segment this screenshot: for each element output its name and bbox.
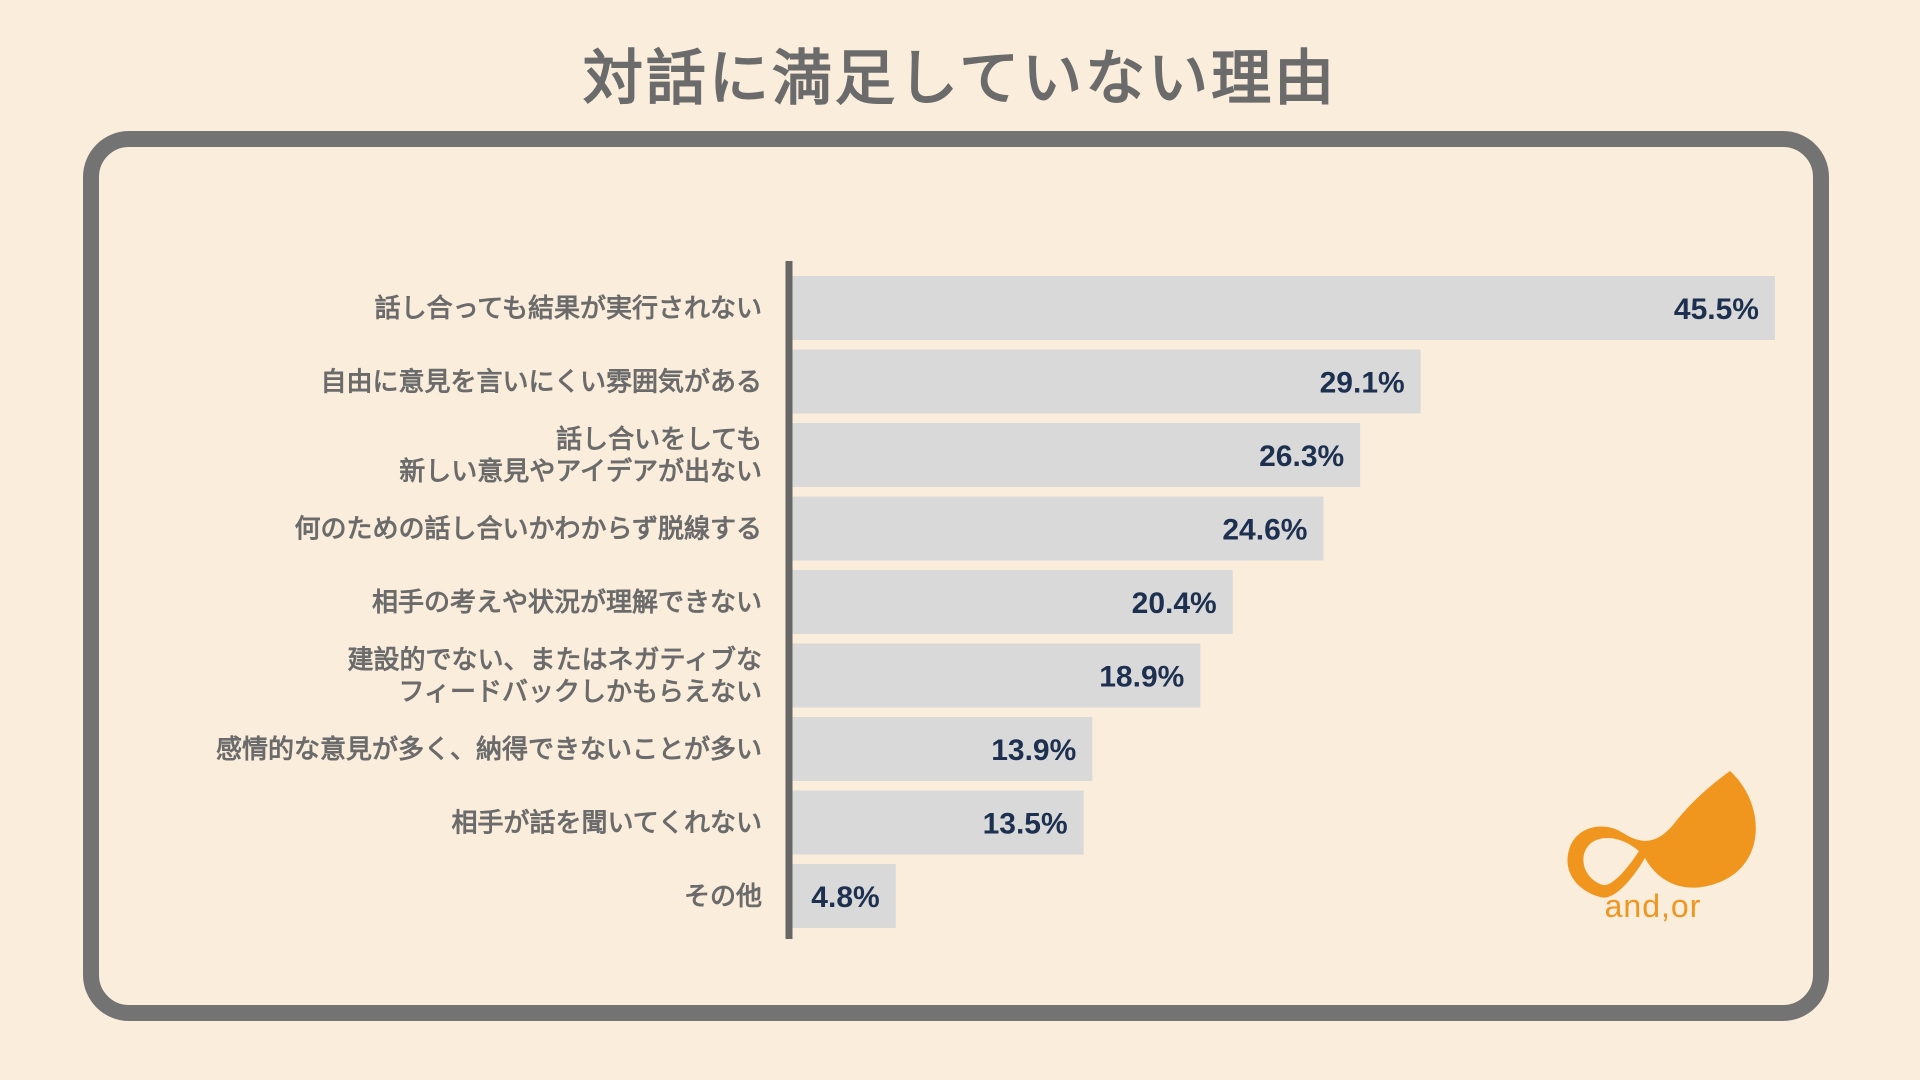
category-label-2: 自由に意見を言いにくい雰囲気がある [321,367,762,398]
category-label-6: 建設的でない、またはネガティブなフィードバックしかもらえない [348,645,762,708]
bar-6 [792,643,1201,708]
bar-value-label-3: 26.3% [1259,440,1344,473]
bar-value-label-6: 18.9% [1099,661,1184,694]
bar-value-label-2: 29.1% [1320,367,1405,400]
logo-mark-icon [1567,771,1756,898]
category-label-7: 感情的な意見が多く、納得できないことが多い [216,734,762,765]
logo-text: and,or [1605,888,1702,924]
bar-5 [792,570,1233,634]
bar-value-label-7: 13.9% [991,734,1076,767]
category-label-8: 相手が話を聞いてくれない [452,808,762,839]
category-label-line: 話し合いをしても [556,424,762,455]
category-label-5: 相手の考えや状況が理解できない [372,587,762,618]
category-label-line: 新しい意見やアイデアが出ない [399,456,762,487]
category-label-line: 相手の考えや状況が理解できない [372,587,762,618]
bar-value-label-1: 45.5% [1674,293,1759,326]
bar-2 [792,349,1421,414]
bar-value-label-4: 24.6% [1222,514,1307,547]
bar-4 [792,496,1324,561]
andor-logo: and,or [1567,771,1756,924]
bar-7 [792,717,1093,781]
category-label-1: 話し合っても結果が実行されない [375,293,762,324]
bar-value-label-8: 13.5% [983,808,1068,841]
bar-8 [792,790,1084,855]
category-label-9: その他 [684,882,762,912]
bar-1 [792,276,1775,340]
chart-frame [83,131,1829,1021]
bar-value-label-5: 20.4% [1132,587,1217,620]
category-label-line: 話し合っても結果が実行されない [375,293,762,324]
chart-title: 対話に満足していない理由 [582,44,1338,114]
bar-value-label-9: 4.8% [811,881,879,914]
category-label-4: 何のための話し合いかわからず脱線する [295,514,762,545]
labels-layer: 話し合っても結果が実行されない自由に意見を言いにくい雰囲気がある話し合いをしても… [216,293,762,912]
bars-layer: 45.5% 29.1% 26.3% 24.6% 20.4% 18.9% 13.9% 13.5%… [792,276,1775,928]
bar-3 [792,423,1361,487]
category-label-line: 自由に意見を言いにくい雰囲気がある [321,367,762,398]
category-label-line: 建設的でない、またはネガティブな [348,645,762,676]
category-label-line: 相手が話を聞いてくれない [452,808,762,839]
bar-9 [792,864,896,928]
category-label-line: フィードバックしかもらえない [399,678,762,708]
category-label-3: 話し合いをしても新しい意見やアイデアが出ない [399,424,762,487]
category-label-line: 感情的な意見が多く、納得できないことが多い [216,734,762,765]
category-label-line: その他 [684,882,762,912]
category-label-line: 何のための話し合いかわからず脱線する [295,514,762,545]
